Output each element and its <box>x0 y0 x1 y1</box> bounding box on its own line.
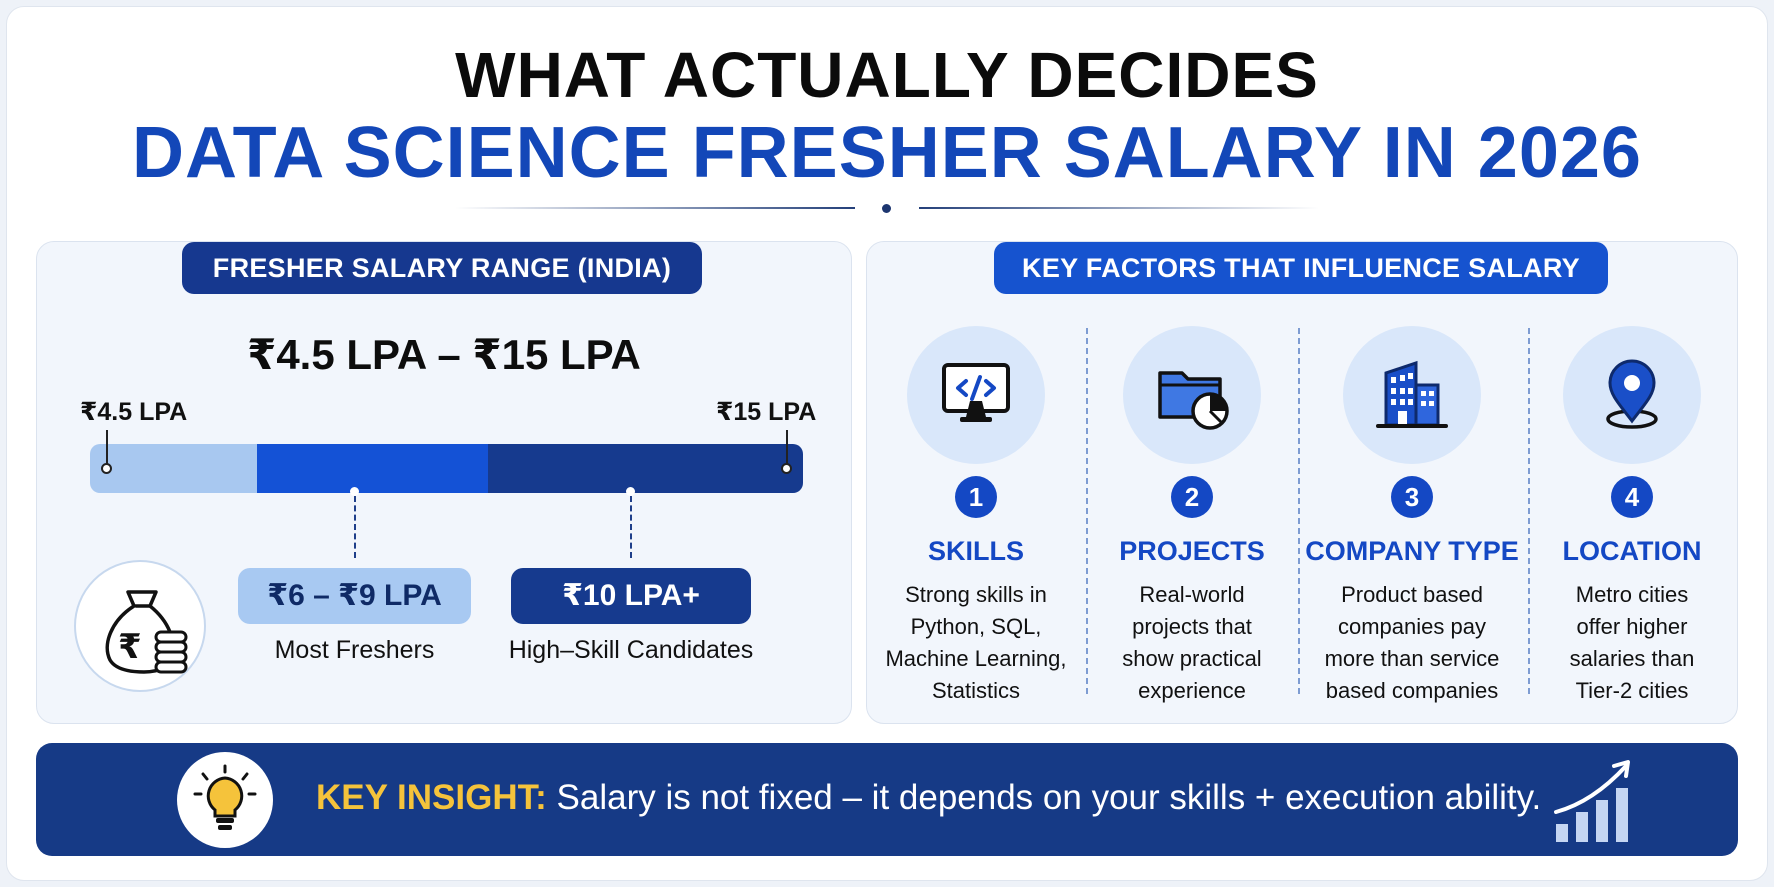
key-insight-text: KEY INSIGHT: Salary is not fixed – it de… <box>316 778 1541 818</box>
mid-pointer-dot <box>350 487 359 496</box>
factor-description: Metro cities offer higher salaries than … <box>1569 582 1695 703</box>
factor-projects: 2 PROJECTS Real-world projects that show… <box>1082 326 1302 707</box>
building-icon <box>1343 326 1481 464</box>
factor-skills: 1 SKILLS Strong skills in Python, SQL, M… <box>866 326 1086 707</box>
high-pointer-dot <box>626 487 635 496</box>
bar-segment-mid <box>257 444 488 493</box>
title-divider <box>455 204 1319 213</box>
factor-title: COMPANY TYPE <box>1305 536 1519 566</box>
salary-range-heading: FRESHER SALARY RANGE (INDIA) <box>182 242 702 294</box>
bar-segment-high <box>488 444 803 493</box>
max-marker-dot <box>781 463 792 474</box>
key-insight-label: KEY INSIGHT: <box>316 778 547 817</box>
title-line-1: WHAT ACTUALLY DECIDES <box>455 39 1319 111</box>
key-factors-panel <box>866 241 1738 724</box>
factor-number: 2 <box>1171 476 1213 518</box>
rupee-symbol: ₹ <box>118 627 142 667</box>
mid-pointer-line <box>354 496 356 558</box>
min-marker-line <box>106 430 108 468</box>
key-insight-banner <box>36 743 1738 856</box>
max-salary-label: ₹15 LPA <box>716 398 817 426</box>
salary-range-text: ₹4.5 LPA – ₹15 LPA <box>247 331 641 378</box>
location-pin-icon <box>1563 326 1701 464</box>
band-caption-high-skill: High–Skill Candidates <box>508 636 754 664</box>
high-pointer-line <box>630 496 632 558</box>
factor-location: 4 LOCATION Metro cities offer higher sal… <box>1522 326 1742 707</box>
lightbulb-icon <box>177 752 273 848</box>
salary-range-bar <box>90 444 803 493</box>
factor-company-type: 3 COMPANY TYPE Product based companies p… <box>1302 326 1522 707</box>
factor-description: Real-world projects that show practical … <box>1122 582 1262 703</box>
key-insight-message: Salary is not fixed – it depends on your… <box>556 778 1542 817</box>
factor-number: 4 <box>1611 476 1653 518</box>
factor-title: LOCATION <box>1562 536 1702 566</box>
factor-title: SKILLS <box>927 536 1024 566</box>
band-chip-most-freshers: ₹6 – ₹9 LPA <box>238 568 471 624</box>
folder-chart-icon <box>1123 326 1261 464</box>
growth-chart-icon <box>1554 760 1630 842</box>
factor-number: 1 <box>955 476 997 518</box>
factor-description: Strong skills in Python, SQL, Machine Le… <box>885 582 1067 703</box>
factor-separator <box>1086 328 1088 694</box>
key-factors-heading: KEY FACTORS THAT INFLUENCE SALARY <box>994 242 1608 294</box>
code-monitor-icon <box>907 326 1045 464</box>
factor-number: 3 <box>1391 476 1433 518</box>
money-bag-rupee-icon: ₹ <box>74 560 206 692</box>
min-marker-dot <box>101 463 112 474</box>
factor-title: PROJECTS <box>1119 536 1265 566</box>
band-caption-most-freshers: Most Freshers <box>274 636 435 664</box>
min-salary-label: ₹4.5 LPA <box>80 398 188 426</box>
bar-segment-low <box>90 444 257 493</box>
title-line-2: DATA SCIENCE FRESHER SALARY IN 2026 <box>132 113 1642 193</box>
factor-description: Product based companies pay more than se… <box>1324 582 1500 703</box>
factor-separator <box>1298 328 1300 694</box>
max-marker-line <box>786 430 788 468</box>
band-chip-high-skill: ₹10 LPA+ <box>511 568 751 624</box>
factor-separator <box>1528 328 1530 694</box>
